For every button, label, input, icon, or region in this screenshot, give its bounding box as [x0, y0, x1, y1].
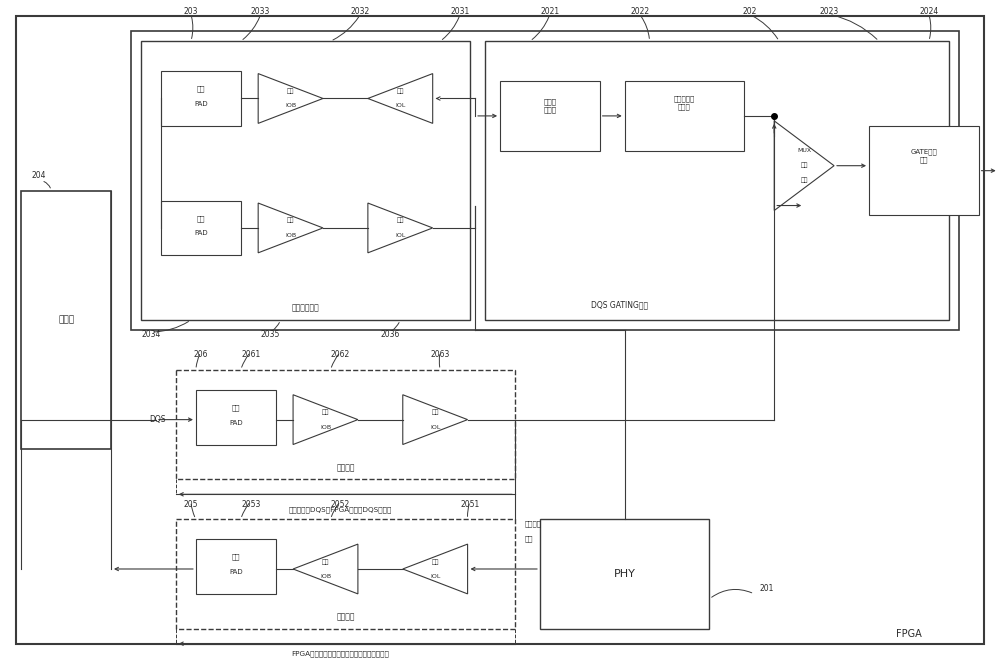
Text: 2062: 2062 [331, 350, 350, 360]
Bar [176, 370, 515, 479]
Text: IOB: IOB [320, 425, 331, 430]
Text: PAD: PAD [194, 101, 208, 107]
Text: 信号: 信号 [525, 536, 533, 543]
Polygon shape [368, 203, 433, 253]
Text: GATE处理
模块: GATE处理 模块 [910, 149, 937, 163]
Text: DQS GATING电路: DQS GATING电路 [591, 301, 648, 309]
Polygon shape [403, 395, 468, 444]
Text: IOB: IOB [320, 574, 331, 580]
Text: 窗口生
成模块: 窗口生 成模块 [543, 99, 556, 113]
Bar [625, 81, 744, 151]
Bar [500, 81, 600, 151]
Text: 2024: 2024 [919, 7, 938, 16]
Text: IOB: IOB [285, 104, 296, 108]
Text: 2053: 2053 [241, 500, 260, 509]
Text: 2035: 2035 [261, 330, 280, 340]
Bar [485, 41, 949, 320]
Text: 203: 203 [184, 7, 198, 16]
Text: 2022: 2022 [630, 7, 649, 16]
Text: 201: 201 [759, 584, 774, 594]
Text: 第二: 第二 [431, 410, 439, 416]
Polygon shape [403, 544, 468, 594]
Text: 第三: 第三 [397, 88, 404, 94]
Bar [869, 126, 979, 215]
Text: 第一电路: 第一电路 [336, 612, 355, 621]
Text: 第四: 第四 [287, 217, 294, 223]
Text: 2061: 2061 [241, 350, 260, 360]
Text: IOB: IOB [285, 233, 296, 238]
Text: IOL: IOL [430, 574, 440, 580]
Text: FPGA: FPGA [896, 629, 922, 639]
Text: 窗口控制: 窗口控制 [525, 521, 542, 527]
Polygon shape [293, 544, 358, 594]
Text: 2063: 2063 [430, 350, 450, 360]
Bar [141, 41, 470, 320]
Text: 第一: 第一 [322, 559, 329, 564]
Text: 2051: 2051 [460, 500, 480, 509]
Polygon shape [774, 121, 834, 210]
Bar [131, 31, 959, 330]
Text: MUX: MUX [797, 148, 811, 153]
Text: 2052: 2052 [331, 500, 350, 509]
Text: 第四: 第四 [197, 215, 205, 222]
Text: 2021: 2021 [540, 7, 559, 16]
Bar [196, 390, 276, 444]
Text: PHY: PHY [614, 569, 636, 579]
Text: 第四: 第四 [397, 217, 404, 223]
Text: IOL: IOL [395, 233, 405, 238]
Polygon shape [293, 395, 358, 444]
Bar [196, 539, 276, 594]
Text: PAD: PAD [229, 569, 243, 575]
Text: IOL: IOL [430, 425, 440, 430]
Text: 2033: 2033 [251, 7, 270, 16]
Text: 第三: 第三 [197, 86, 205, 93]
Text: 窗口位置调
整模块: 窗口位置调 整模块 [674, 96, 695, 110]
Polygon shape [258, 73, 323, 124]
Text: 204: 204 [31, 171, 46, 180]
Bar [21, 190, 111, 449]
Text: 选择: 选择 [800, 163, 808, 169]
Text: 第一: 第一 [231, 554, 240, 561]
Text: 第三: 第三 [287, 88, 294, 94]
Text: 存储器发送DQS到FPGA接收到DQS的时间: 存储器发送DQS到FPGA接收到DQS的时间 [289, 506, 392, 512]
Text: 第二电路: 第二电路 [336, 463, 355, 472]
Text: 2034: 2034 [141, 330, 161, 340]
Text: 存储器: 存储器 [58, 315, 74, 325]
Text: PAD: PAD [194, 231, 208, 237]
Text: DQS: DQS [149, 415, 166, 424]
Text: PAD: PAD [229, 420, 243, 426]
Text: 2023: 2023 [819, 7, 839, 16]
Text: 第二: 第二 [322, 410, 329, 416]
Text: 202: 202 [742, 7, 756, 16]
Polygon shape [258, 203, 323, 253]
Text: 2031: 2031 [450, 7, 470, 16]
Bar [161, 71, 241, 126]
Text: FPGA发送读命令到存储器接收到读命令的时间: FPGA发送读命令到存储器接收到读命令的时间 [292, 650, 389, 657]
Text: 206: 206 [194, 350, 208, 360]
Text: 模块: 模块 [800, 178, 808, 184]
Text: IOL: IOL [395, 104, 405, 108]
Text: 205: 205 [184, 500, 198, 509]
Bar [161, 200, 241, 255]
Bar [176, 519, 515, 629]
Bar [540, 519, 709, 629]
Text: 2036: 2036 [381, 330, 400, 340]
Text: 延迟补偿回路: 延迟补偿回路 [292, 303, 319, 313]
Text: 第二: 第二 [231, 405, 240, 411]
Polygon shape [368, 73, 433, 124]
Text: 第一: 第一 [431, 559, 439, 564]
Text: 2032: 2032 [351, 7, 370, 16]
